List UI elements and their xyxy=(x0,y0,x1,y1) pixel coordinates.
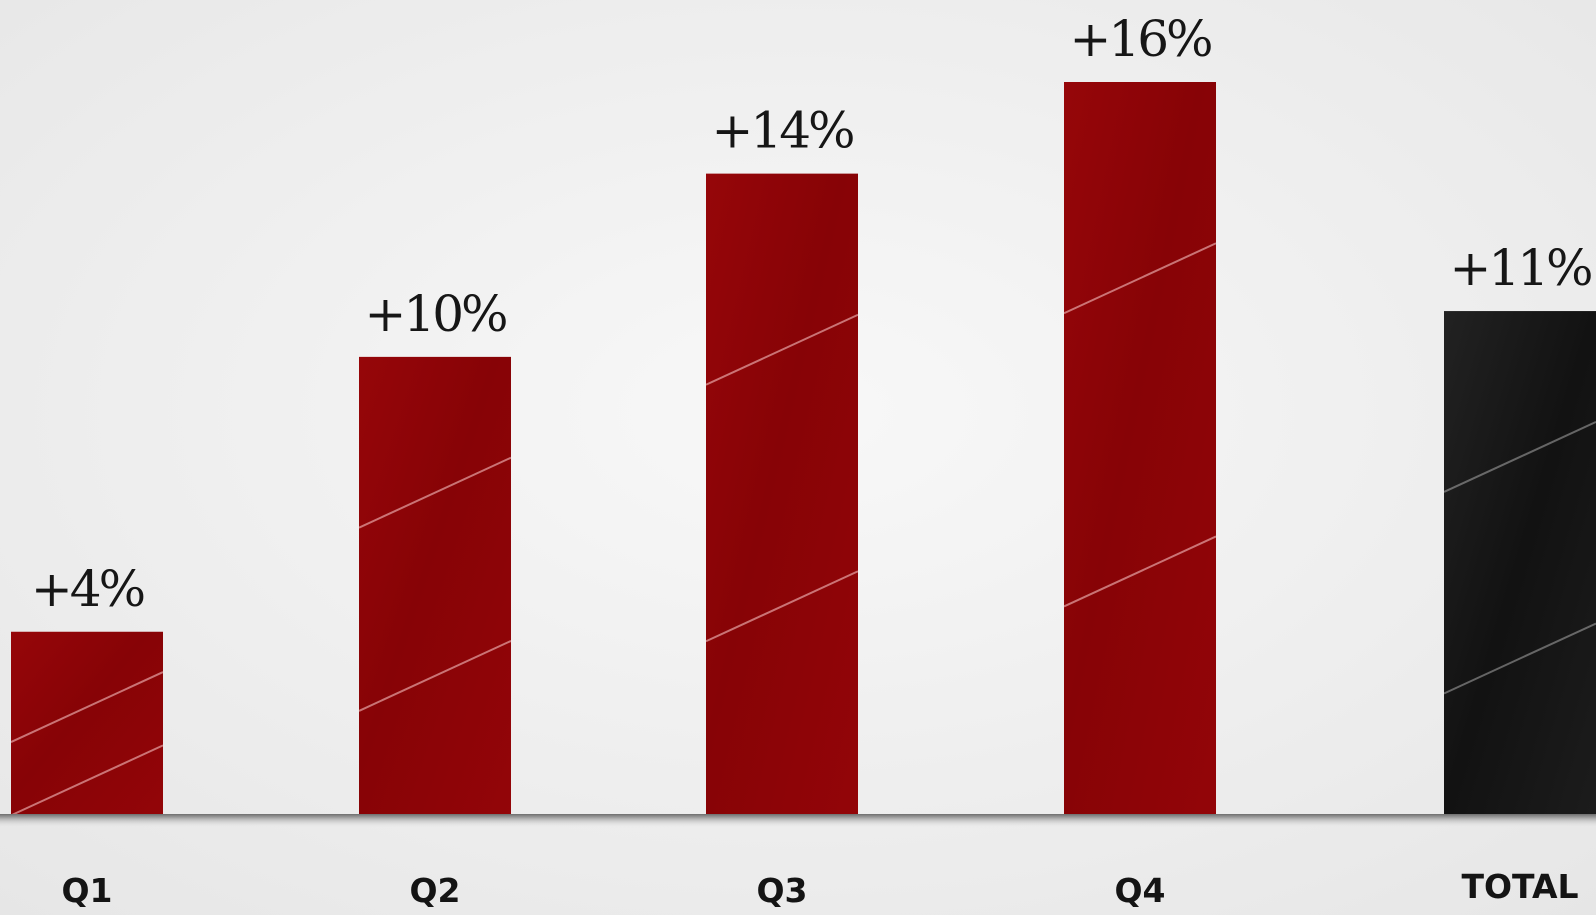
category-label-q2: Q2 xyxy=(409,871,460,910)
bar-q2-gloss xyxy=(358,456,512,529)
data-label-q3: +14% xyxy=(711,102,853,160)
data-label-q4: +16% xyxy=(1069,10,1211,68)
category-label-total: TOTAL xyxy=(1461,867,1578,906)
bar-q2 xyxy=(359,356,511,815)
bar-q3-gloss xyxy=(705,313,859,386)
bar-q3-gloss xyxy=(705,570,859,643)
labels-group: +4% Q1 +10% Q2 +14% Q3 +16% Q4 +11% TOTAL xyxy=(31,10,1594,910)
bar-q1 xyxy=(11,631,163,815)
baseline-shadow xyxy=(0,814,1596,828)
bar-q2-gloss xyxy=(358,640,512,712)
bar-q4-gloss xyxy=(1063,242,1217,315)
category-label-q4: Q4 xyxy=(1114,871,1165,910)
bar-total xyxy=(1444,311,1596,815)
bar-total-gloss xyxy=(1443,622,1596,695)
data-label-total: +11% xyxy=(1449,239,1591,297)
bar-q1-gloss xyxy=(10,744,164,817)
bar-total-gloss xyxy=(1443,421,1596,493)
category-label-q1: Q1 xyxy=(61,871,112,910)
bar-q3 xyxy=(706,173,858,815)
bar-q4-gloss xyxy=(1063,535,1217,608)
bar-q1-gloss xyxy=(10,671,164,743)
bar-q4 xyxy=(1064,82,1216,815)
data-label-q1: +4% xyxy=(31,560,144,618)
bars-group xyxy=(10,82,1596,817)
category-label-q3: Q3 xyxy=(756,871,807,910)
data-label-q2: +10% xyxy=(364,285,506,343)
